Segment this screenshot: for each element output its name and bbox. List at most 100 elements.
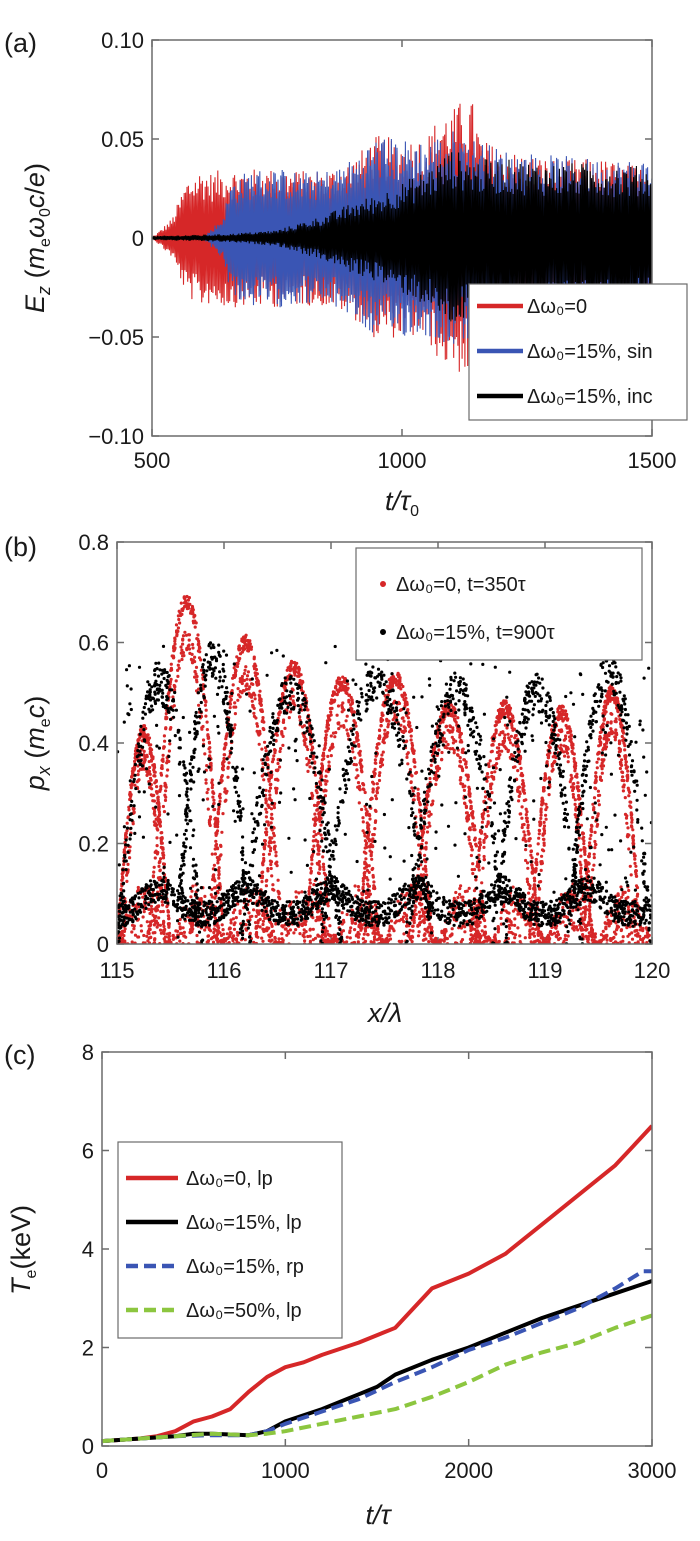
data-point	[336, 721, 340, 725]
data-point	[539, 813, 543, 817]
data-point	[479, 830, 483, 834]
data-point	[307, 886, 312, 891]
data-point	[264, 833, 269, 837]
data-point	[418, 802, 422, 806]
data-point	[294, 895, 298, 899]
data-point	[248, 694, 252, 698]
data-point	[264, 749, 268, 753]
data-point	[467, 835, 471, 839]
data-point	[288, 665, 292, 669]
xtick-label: 1500	[628, 448, 677, 473]
data-point	[277, 937, 281, 941]
data-point	[597, 803, 601, 807]
data-point	[224, 737, 228, 741]
data-point	[223, 787, 227, 791]
data-point	[483, 925, 487, 929]
data-point	[350, 702, 354, 706]
data-point	[386, 731, 390, 735]
data-point	[402, 730, 406, 735]
data-point	[407, 720, 411, 724]
data-point	[348, 930, 352, 935]
data-point	[149, 778, 153, 782]
panel-a-ylabel: Ez (meω0c/e)	[20, 163, 54, 313]
data-point	[508, 926, 512, 931]
data-point	[507, 923, 511, 928]
data-point	[261, 922, 265, 927]
data-point	[411, 924, 415, 929]
data-point	[490, 771, 494, 775]
data-point	[416, 867, 421, 871]
data-point	[207, 740, 211, 744]
data-point	[258, 729, 262, 734]
data-point	[243, 635, 247, 640]
data-point	[569, 773, 573, 777]
data-point	[368, 813, 372, 818]
data-point	[310, 862, 314, 866]
data-point	[280, 692, 285, 696]
data-point	[179, 651, 183, 655]
data-point	[397, 701, 402, 706]
data-point	[160, 765, 164, 769]
data-point	[356, 885, 360, 889]
data-point	[464, 765, 468, 769]
data-point	[159, 785, 163, 789]
data-point	[623, 744, 627, 748]
data-point	[150, 907, 154, 911]
data-point	[491, 743, 495, 747]
data-point	[600, 771, 604, 775]
data-point	[141, 895, 145, 899]
data-point	[626, 769, 630, 773]
data-point	[452, 738, 456, 742]
data-point	[563, 754, 567, 758]
data-point	[177, 659, 181, 663]
data-point	[193, 655, 197, 659]
data-point	[155, 791, 159, 795]
data-point	[355, 731, 359, 735]
panel-a-xlabel: t/τ0	[385, 486, 419, 520]
data-point	[149, 793, 153, 797]
data-point	[600, 723, 605, 728]
data-point	[481, 815, 485, 820]
data-point	[411, 929, 415, 933]
data-point	[243, 668, 247, 672]
data-point	[161, 903, 165, 907]
data-point	[264, 884, 268, 888]
data-point	[614, 720, 618, 724]
data-point	[355, 768, 359, 772]
data-point	[231, 683, 235, 687]
data-point	[367, 827, 371, 831]
data-point	[150, 755, 154, 759]
data-point	[467, 827, 472, 831]
data-point	[540, 802, 544, 807]
ytick-label: −0.10	[88, 424, 144, 449]
data-point	[375, 938, 379, 942]
data-point	[314, 919, 318, 923]
data-point	[588, 923, 592, 927]
data-point	[313, 823, 317, 828]
data-point	[211, 795, 215, 799]
data-point	[197, 639, 201, 643]
data-point	[530, 871, 535, 875]
data-point	[630, 812, 634, 817]
data-point	[280, 932, 284, 936]
data-point	[545, 760, 549, 764]
data-point	[389, 685, 393, 689]
data-point	[411, 798, 415, 802]
data-point	[161, 753, 165, 757]
data-point	[559, 743, 563, 747]
data-point	[576, 781, 580, 785]
data-point	[167, 685, 172, 689]
data-point	[499, 730, 503, 735]
data-point	[219, 778, 223, 782]
ytick-label: 0.6	[78, 631, 109, 656]
data-point	[211, 783, 215, 787]
data-point	[228, 702, 232, 706]
data-point	[264, 799, 268, 803]
data-point	[266, 867, 270, 871]
data-point	[260, 936, 264, 940]
data-point	[516, 769, 520, 773]
data-point	[627, 794, 631, 798]
data-point	[577, 793, 581, 798]
data-point	[427, 789, 431, 793]
data-point	[422, 920, 426, 925]
